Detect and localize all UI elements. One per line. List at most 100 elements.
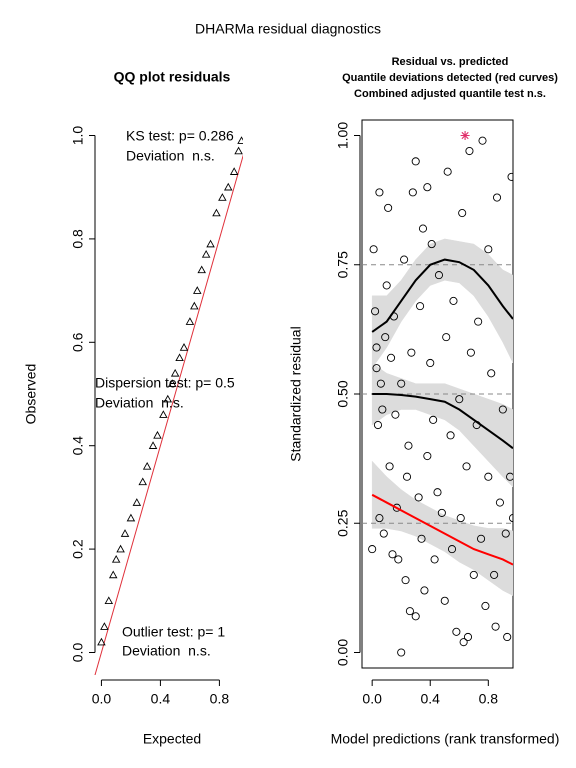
residual-point bbox=[372, 364, 381, 373]
residual-point bbox=[405, 607, 414, 616]
qq-point bbox=[237, 136, 243, 144]
residual-point bbox=[481, 601, 490, 611]
qq-point bbox=[148, 441, 158, 449]
panel-title: Combined adjusted quantile test n.s. bbox=[354, 88, 546, 100]
qq-point bbox=[170, 368, 180, 377]
residual-point bbox=[465, 146, 474, 156]
residual-point bbox=[397, 379, 406, 388]
residual-point bbox=[484, 245, 493, 254]
residual-point bbox=[426, 358, 435, 368]
qq-point bbox=[167, 379, 177, 387]
panel-title: Residual vs. predicted bbox=[392, 56, 509, 68]
confidence-band bbox=[444, 383, 460, 431]
qq-point bbox=[126, 513, 136, 522]
residual-point bbox=[442, 333, 451, 342]
residual-point bbox=[416, 302, 425, 311]
residual-point bbox=[495, 498, 504, 507]
residual-point bbox=[391, 410, 400, 419]
residual-point bbox=[491, 622, 500, 631]
residual-point bbox=[373, 420, 383, 430]
panel-title: QQ plot residuals bbox=[114, 69, 231, 85]
residual-point bbox=[402, 472, 412, 481]
residual-point bbox=[407, 348, 416, 357]
page-title: DHARMa residual diagnostics bbox=[195, 21, 381, 37]
y-tick-label: 0.8 bbox=[70, 229, 86, 249]
x-tick-label: 0.4 bbox=[151, 691, 171, 707]
residual-point bbox=[507, 172, 513, 181]
quantile-curve bbox=[371, 258, 513, 333]
x-tick-label: 0.4 bbox=[421, 691, 441, 707]
annotation: Deviation n.s. bbox=[126, 148, 215, 164]
qq-point bbox=[138, 477, 147, 486]
y-tick-label: 0.00 bbox=[335, 639, 351, 666]
residual-point bbox=[376, 379, 385, 388]
qq-point bbox=[120, 529, 130, 537]
y-tick-label: 0.75 bbox=[335, 251, 351, 278]
qq-point bbox=[104, 596, 114, 605]
residual-point bbox=[385, 462, 394, 471]
residual-point bbox=[456, 514, 465, 523]
x-axis-label: Expected bbox=[143, 731, 201, 747]
residual-point bbox=[418, 224, 428, 233]
annotation: Outlier test: p= 1 bbox=[122, 624, 225, 640]
confidence-band bbox=[444, 515, 460, 563]
residual-point bbox=[503, 632, 512, 642]
residual-point bbox=[392, 503, 401, 512]
residual-point bbox=[498, 405, 507, 414]
qq-point bbox=[100, 622, 109, 630]
reference-line bbox=[94, 154, 243, 675]
residual-point bbox=[414, 493, 423, 502]
y-tick-label: 0.0 bbox=[70, 643, 86, 663]
annotation: Dispersion test: p= 0.5 bbox=[95, 375, 235, 391]
qq-point bbox=[190, 301, 199, 310]
residual-point bbox=[401, 576, 410, 585]
residual-point bbox=[408, 188, 417, 197]
residual-point bbox=[474, 317, 483, 326]
residual-point bbox=[369, 245, 378, 254]
qq-point bbox=[179, 343, 189, 351]
residual-point bbox=[368, 545, 377, 554]
residual-point bbox=[459, 638, 468, 647]
residual-point bbox=[397, 648, 406, 657]
x-axis-label: Model predictions (rank transformed) bbox=[331, 731, 560, 747]
qq-point bbox=[193, 286, 202, 294]
qq-point bbox=[197, 265, 206, 274]
qq-point bbox=[97, 637, 106, 646]
qq-point bbox=[163, 394, 173, 403]
residual-point bbox=[411, 157, 420, 166]
residual-point bbox=[455, 395, 464, 404]
residual-point bbox=[379, 529, 388, 538]
residual-point bbox=[501, 529, 510, 538]
x-tick-label: 0.8 bbox=[210, 691, 230, 707]
residual-point bbox=[487, 369, 496, 378]
residual-point bbox=[478, 136, 487, 145]
confidence-band bbox=[400, 489, 416, 537]
residual-point bbox=[458, 209, 467, 218]
qq-point bbox=[185, 317, 195, 325]
qq-point bbox=[175, 353, 184, 362]
qq-point bbox=[234, 146, 243, 155]
residual-point bbox=[371, 307, 380, 316]
residual-point bbox=[447, 545, 457, 554]
y-axis-label: Observed bbox=[23, 364, 39, 425]
confidence-band bbox=[371, 460, 387, 529]
residual-point bbox=[446, 431, 455, 440]
residual-point bbox=[466, 348, 475, 357]
annotation: KS test: p= 0.286 bbox=[126, 128, 234, 144]
residual-point bbox=[429, 415, 438, 424]
residual-point bbox=[411, 612, 420, 621]
y-tick-label: 0.4 bbox=[70, 436, 86, 456]
residual-point bbox=[372, 343, 381, 352]
qq-point bbox=[218, 193, 227, 201]
residual-point bbox=[452, 627, 461, 636]
residual-point bbox=[477, 534, 486, 543]
qq-point bbox=[142, 461, 152, 470]
residual-point bbox=[420, 586, 429, 595]
x-tick-label: 0.0 bbox=[92, 691, 112, 707]
x-tick-label: 0.0 bbox=[362, 691, 382, 707]
residual-point bbox=[375, 514, 384, 523]
residual-point bbox=[375, 188, 384, 197]
qq-point bbox=[108, 570, 118, 579]
residual-point bbox=[388, 550, 397, 559]
residual-point bbox=[443, 167, 452, 176]
